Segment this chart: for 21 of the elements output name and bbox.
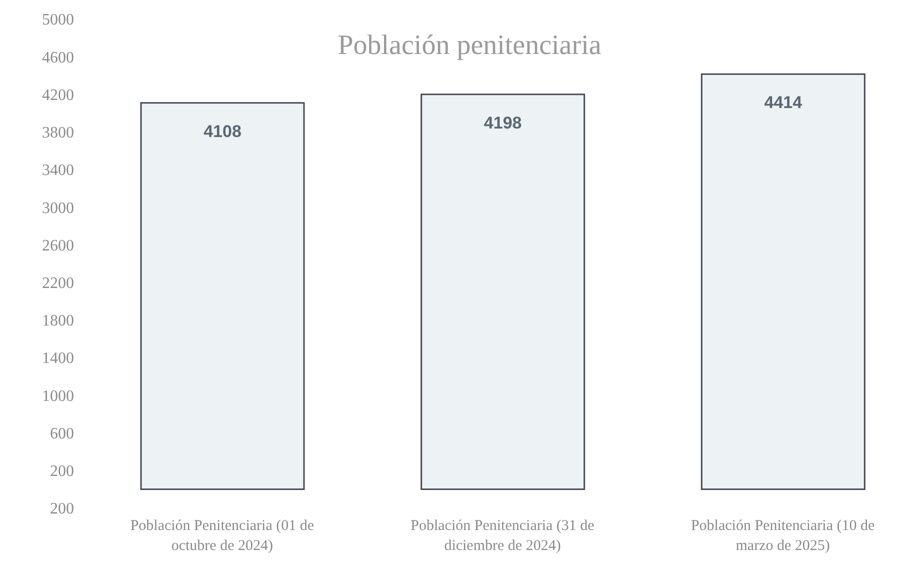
data-label: 4414 bbox=[764, 93, 803, 112]
y-tick-label: 200 bbox=[50, 463, 74, 480]
y-tick-label: 600 bbox=[50, 425, 74, 442]
x-tick-label: Población Penitenciaria (10 de marzo de 2025) bbox=[690, 518, 876, 554]
data-label: 4198 bbox=[484, 113, 522, 132]
x-tick-label: Población Penitenciaria (31 de diciembre de 2024) bbox=[410, 518, 595, 554]
data-label: 4108 bbox=[204, 122, 242, 141]
y-tick-label: 2600 bbox=[42, 237, 74, 254]
y-tick-label: 4600 bbox=[42, 49, 74, 66]
y-tick-label: 3800 bbox=[42, 124, 74, 142]
y-tick-label: 200 bbox=[50, 500, 74, 518]
y-tick-label: 1400 bbox=[42, 350, 74, 368]
y-tick-label: 3000 bbox=[42, 200, 74, 217]
x-tick-label: Población Penitenciaria (01 de octubre de 2024) bbox=[130, 518, 314, 554]
y-tick-label: 1800 bbox=[42, 312, 74, 330]
y-tick-label: 3400 bbox=[42, 162, 74, 180]
chart-title: Población penitenciaria bbox=[338, 30, 602, 61]
y-tick-label: 5000 bbox=[42, 12, 74, 29]
y-tick-label: 4200 bbox=[42, 86, 74, 104]
y-tick-label: 2200 bbox=[42, 274, 74, 292]
y-tick-label: 1000 bbox=[42, 388, 74, 405]
